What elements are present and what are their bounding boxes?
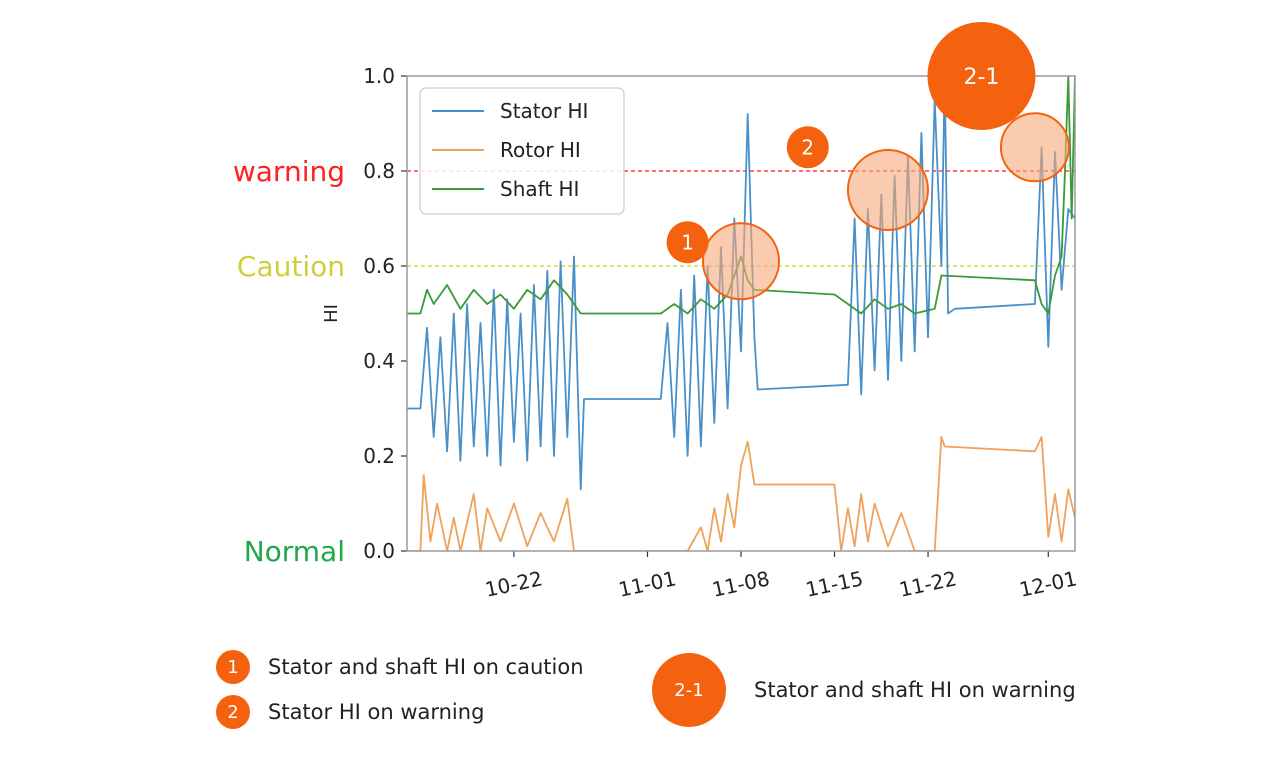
- note-warning-both: 2-1 Stator and shaft HI on warning: [652, 653, 1076, 727]
- x-tick-label: 10-22: [483, 566, 545, 602]
- callout-badge: [927, 22, 1036, 130]
- x-tick-label: 11-08: [710, 566, 772, 602]
- y-tick-label: 0.6: [363, 254, 395, 278]
- zone-label: Caution: [237, 250, 345, 283]
- x-tick-label: 11-22: [897, 566, 959, 602]
- plot-frame: [406, 75, 1076, 552]
- legend-label: Stator HI: [500, 99, 588, 123]
- note-text-1: Stator and shaft HI on caution: [268, 655, 584, 679]
- callout-badge-label: 1: [681, 230, 694, 254]
- callout-badge-label: 2: [801, 135, 814, 159]
- note-badge-2: 2: [216, 695, 250, 729]
- note-badge-1: 1: [216, 650, 250, 684]
- legend-label: Rotor HI: [500, 138, 581, 162]
- y-tick-label: 1.0: [363, 64, 395, 88]
- callout-highlight-circle: [702, 222, 780, 301]
- y-tick-label: 0.0: [363, 539, 395, 563]
- note-caution: 1 Stator and shaft HI on caution: [216, 650, 584, 684]
- y-tick-label: 0.2: [363, 444, 395, 468]
- note-warning: 2 Stator HI on warning: [216, 695, 484, 729]
- callout-badge: [786, 126, 829, 169]
- y-tick-label: 0.8: [363, 159, 395, 183]
- callout-badge: [666, 221, 709, 264]
- series-line: [407, 76, 1075, 491]
- x-tick-label: 11-15: [803, 566, 865, 602]
- zone-label: warning: [233, 155, 345, 188]
- callout-badge-label: 2-1: [964, 65, 1000, 90]
- y-axis-label: HI: [321, 304, 342, 323]
- callout-highlight-circle: [846, 149, 929, 231]
- x-tick-label: 11-01: [616, 566, 678, 602]
- y-tick-label: 0.4: [363, 349, 395, 373]
- x-tick-label: 12-01: [1017, 566, 1079, 602]
- legend-label: Shaft HI: [500, 177, 579, 201]
- note-text-2-1: Stator and shaft HI on warning: [754, 678, 1076, 702]
- note-badge-2-1: 2-1: [652, 653, 726, 727]
- callout-highlight-circle: [999, 112, 1070, 183]
- series-line: [407, 436, 1075, 551]
- zone-label: Normal: [244, 535, 345, 568]
- legend-box: [419, 87, 625, 215]
- note-text-2: Stator HI on warning: [268, 700, 485, 724]
